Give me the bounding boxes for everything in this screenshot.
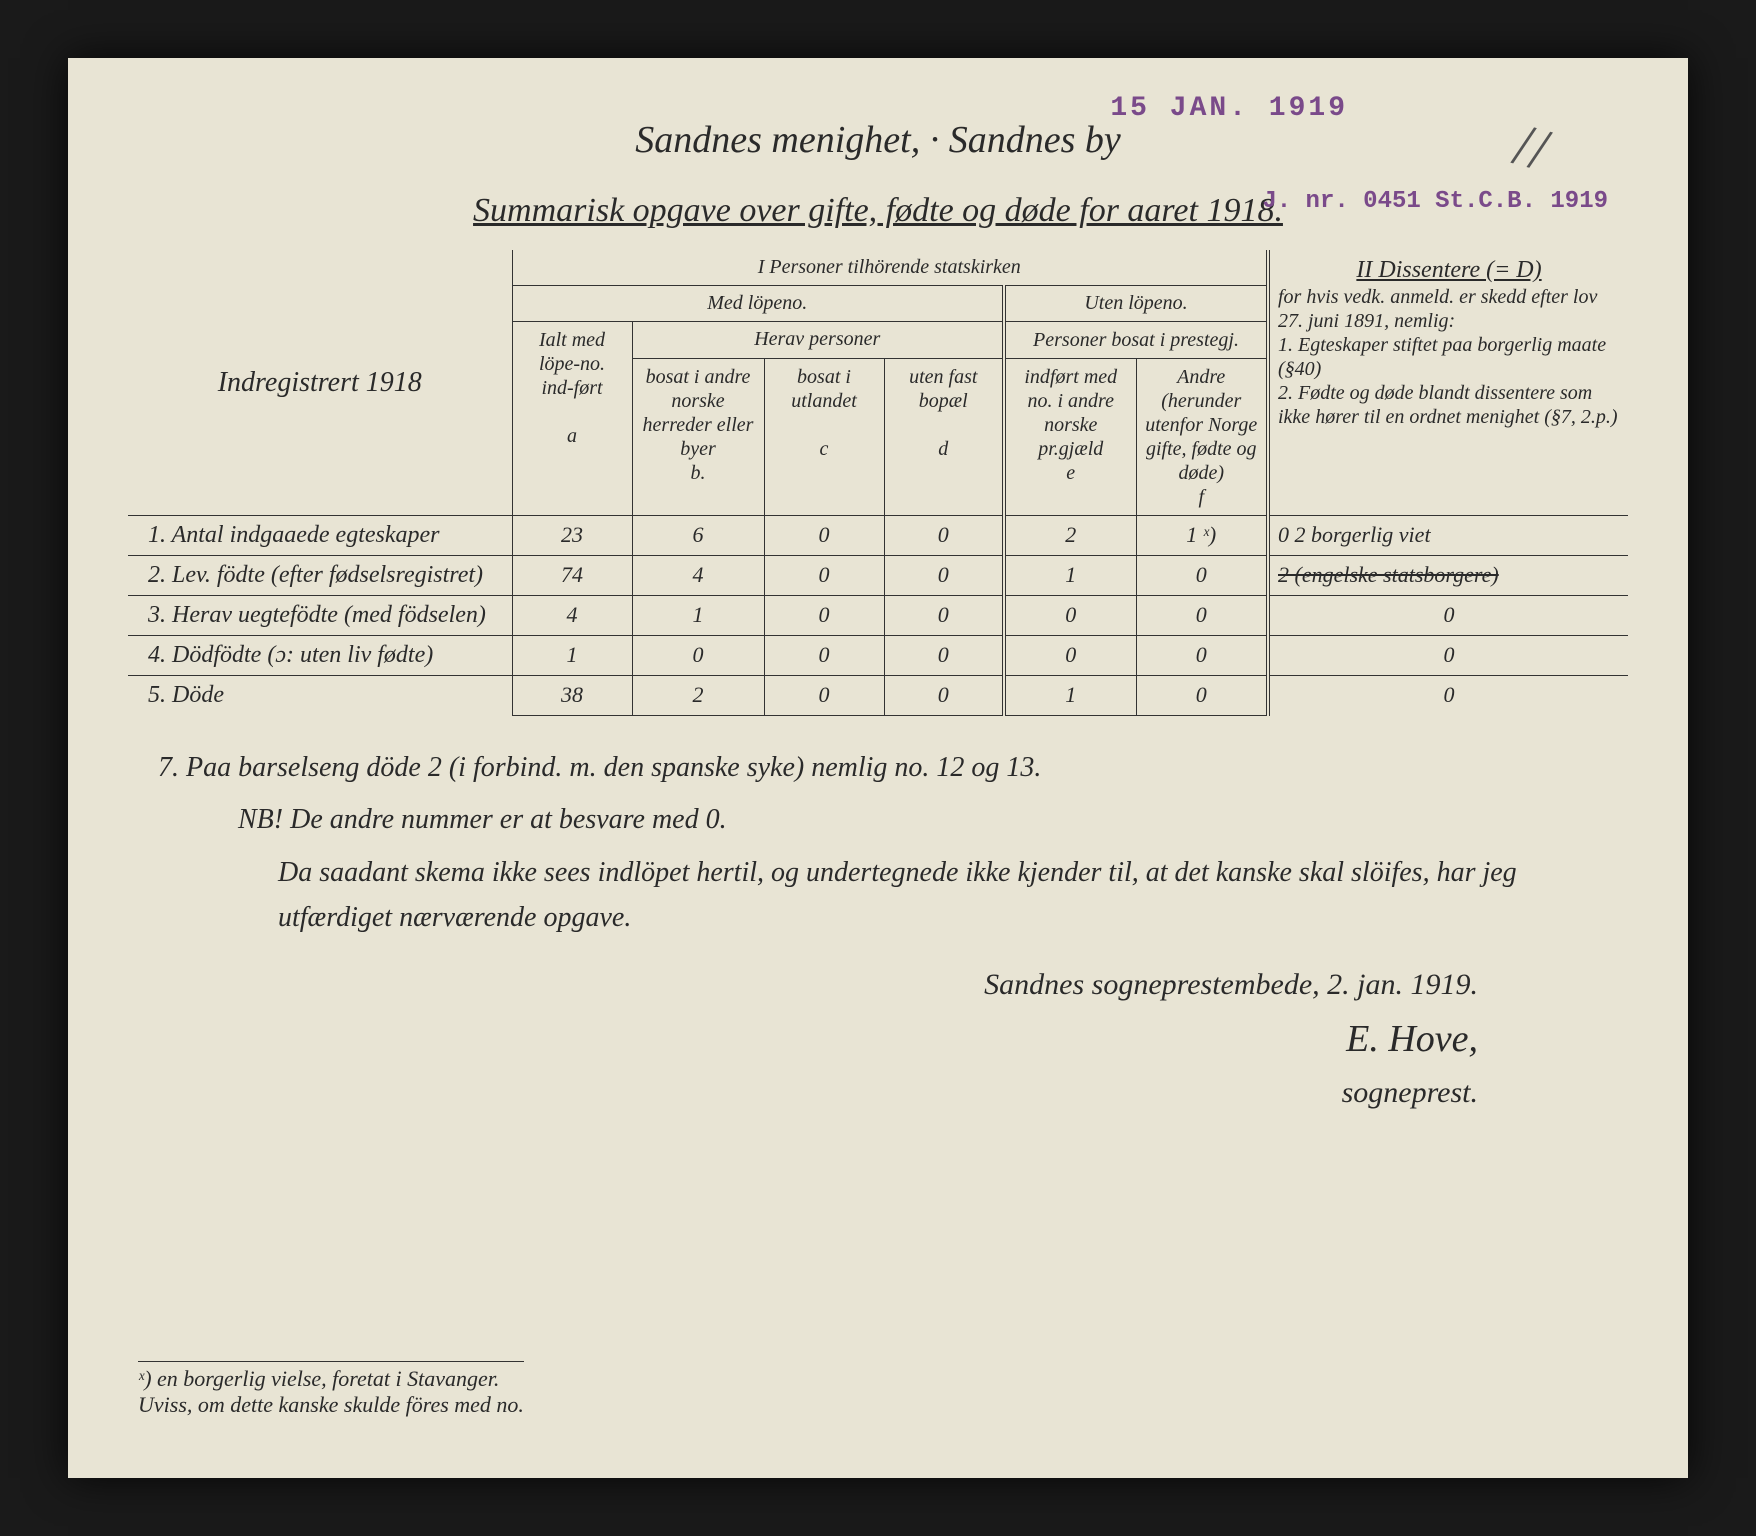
- col-d-header: uten fast bopæl d: [884, 359, 1004, 516]
- row4-a: 1: [512, 636, 632, 676]
- row1-b: 6: [632, 516, 764, 556]
- table-row: 3. Herav uegtefödte (med födselen) 4 1 0…: [128, 596, 1628, 636]
- col-a-letter: a: [567, 425, 577, 447]
- row2-d: 0: [884, 556, 1004, 596]
- note-7: 7. Paa barselseng döde 2 (i forbind. m. …: [158, 746, 1598, 791]
- row2-c: 0: [764, 556, 884, 596]
- parish-title: Sandnes menighet, · Sandnes by: [128, 118, 1628, 162]
- row3-a: 4: [512, 596, 632, 636]
- col-f-letter: f: [1198, 486, 1204, 508]
- col-d-letter: d: [938, 438, 948, 460]
- col-c-header: bosat i utlandet c: [764, 359, 884, 516]
- row1-label: 1. Antal indgaaede egteskaper: [128, 516, 512, 556]
- table-row: 1. Antal indgaaede egteskaper 23 6 0 0 2…: [128, 516, 1628, 556]
- row2-f: 0: [1136, 556, 1268, 596]
- row4-g: 0: [1268, 636, 1628, 676]
- col-a-text: Ialt med löpe-no. ind-ført: [539, 329, 605, 399]
- header-II-item2: 2. Fødte og døde blandt dissentere som i…: [1278, 381, 1620, 429]
- row4-label: 4. Dödfödte (ɔ: uten liv fødte): [128, 636, 512, 676]
- col-c-text: bosat i utlandet: [791, 366, 857, 412]
- row4-c: 0: [764, 636, 884, 676]
- row1-a: 23: [512, 516, 632, 556]
- signature-place: Sandnes sogneprestembede, 2. jan. 1919.: [158, 961, 1478, 1009]
- col-b-letter: b.: [691, 462, 706, 484]
- table-row: 2. Lev. födte (efter fødselsregistret) 7…: [128, 556, 1628, 596]
- row3-e: 0: [1004, 596, 1136, 636]
- footnote-line2: Uviss, om dette kanske skulde föres med …: [138, 1392, 524, 1418]
- col-e-letter: e: [1066, 462, 1075, 484]
- row5-a: 38: [512, 676, 632, 716]
- row4-b: 0: [632, 636, 764, 676]
- row3-b: 1: [632, 596, 764, 636]
- summary-table: Indregistrert 1918 I Personer tilhörende…: [128, 250, 1628, 716]
- col-f-header: Andre (herunder utenfor Norge gifte, fød…: [1136, 359, 1268, 516]
- row5-f: 0: [1136, 676, 1268, 716]
- row1-d: 0: [884, 516, 1004, 556]
- document-page: 15 JAN. 1919 J. nr. 0451 St.C.B. 1919 //…: [68, 58, 1688, 1478]
- row3-g: 0: [1268, 596, 1628, 636]
- col-b-header: bosat i andre norske herreder eller byer…: [632, 359, 764, 516]
- row4-f: 0: [1136, 636, 1268, 676]
- header-uten-lopeno: Uten löpeno.: [1004, 286, 1268, 322]
- row3-f: 0: [1136, 596, 1268, 636]
- note-nb: NB! De andre nummer er at besvare med 0.: [158, 798, 1598, 843]
- row2-label: 2. Lev. födte (efter fødselsregistret): [128, 556, 512, 596]
- col-e-header: indført med no. i andre norske pr.gjæld …: [1004, 359, 1136, 516]
- row2-a: 74: [512, 556, 632, 596]
- header-statskirken: I Personer tilhörende statskirken: [512, 250, 1268, 286]
- header-herav: Herav personer: [632, 322, 1004, 359]
- signature-block: Sandnes sogneprestembede, 2. jan. 1919. …: [158, 961, 1598, 1118]
- row4-d: 0: [884, 636, 1004, 676]
- header-uten-sub: Personer bosat i prestegj.: [1004, 322, 1268, 359]
- header-II-sub: for hvis vedk. anmeld. er skedd efter lo…: [1278, 285, 1620, 333]
- row2-e: 1: [1004, 556, 1136, 596]
- row2-b: 4: [632, 556, 764, 596]
- row5-c: 0: [764, 676, 884, 716]
- row3-d: 0: [884, 596, 1004, 636]
- header-med-lopeno: Med löpeno.: [512, 286, 1004, 322]
- col-d-text: uten fast bopæl: [909, 366, 977, 412]
- col-e-text: indført med no. i andre norske pr.gjæld: [1024, 366, 1117, 460]
- footnote-line1: ˣ) en borgerlig vielse, foretat i Stavan…: [138, 1366, 524, 1392]
- row1-e: 2: [1004, 516, 1136, 556]
- row2-g: 2 (engelske statsborgere): [1268, 556, 1628, 596]
- header-registered: Indregistrert 1918: [128, 250, 512, 516]
- col-b-text: bosat i andre norske herreder eller byer: [643, 366, 754, 460]
- col-f-text: Andre (herunder utenfor Norge gifte, fød…: [1145, 366, 1257, 484]
- row5-d: 0: [884, 676, 1004, 716]
- signature-name: E. Hove,: [158, 1009, 1478, 1070]
- journal-number-stamp: J. nr. 0451 St.C.B. 1919: [1262, 188, 1608, 215]
- signature-role: sogneprest.: [158, 1069, 1478, 1117]
- row1-g: 0 2 borgerlig viet: [1268, 516, 1628, 556]
- notes-section: 7. Paa barselseng döde 2 (i forbind. m. …: [128, 746, 1628, 1118]
- row3-c: 0: [764, 596, 884, 636]
- note-paragraph: Da saadant skema ikke sees indlöpet hert…: [158, 851, 1598, 941]
- table-row: 5. Döde 38 2 0 0 1 0 0: [128, 676, 1628, 716]
- header-dissentere: II Dissentere (= D) for hvis vedk. anmel…: [1268, 250, 1628, 516]
- col-a-header: Ialt med löpe-no. ind-ført a: [512, 322, 632, 516]
- footnote: ˣ) en borgerlig vielse, foretat i Stavan…: [138, 1361, 524, 1418]
- header-II-item1: 1. Egteskaper stiftet paa borgerlig maat…: [1278, 333, 1620, 381]
- header-II-title: II Dissentere (= D): [1278, 256, 1620, 285]
- received-date-stamp: 15 JAN. 1919: [1110, 93, 1348, 124]
- row5-label: 5. Döde: [128, 676, 512, 716]
- row4-e: 0: [1004, 636, 1136, 676]
- table-row: 4. Dödfödte (ɔ: uten liv fødte) 1 0 0 0 …: [128, 636, 1628, 676]
- row5-g: 0: [1268, 676, 1628, 716]
- row1-c: 0: [764, 516, 884, 556]
- row5-b: 2: [632, 676, 764, 716]
- row5-e: 1: [1004, 676, 1136, 716]
- row1-f: 1 ˣ): [1136, 516, 1268, 556]
- col-c-letter: c: [820, 438, 829, 460]
- row3-label: 3. Herav uegtefödte (med födselen): [128, 596, 512, 636]
